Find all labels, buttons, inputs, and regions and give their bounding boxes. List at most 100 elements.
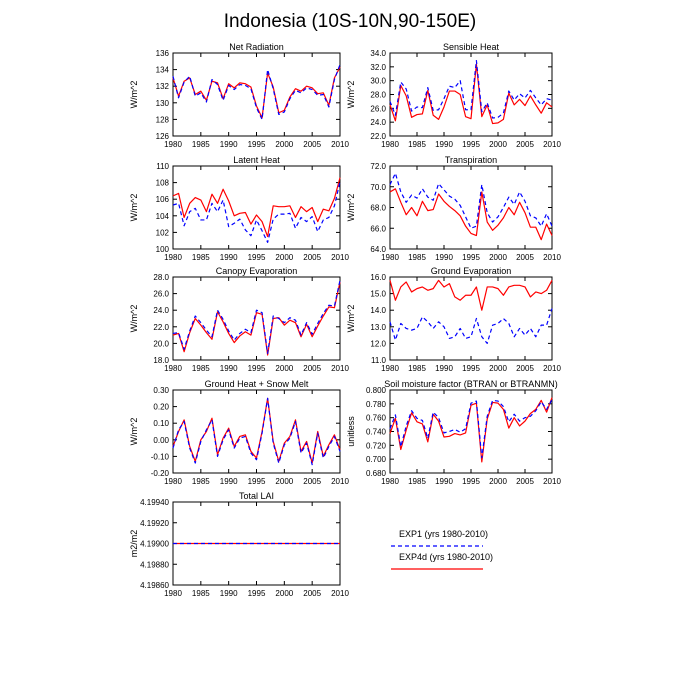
series-line-exp4d: [389, 188, 553, 241]
y-tick-label: 104: [156, 212, 170, 221]
y-tick-label: 132: [156, 82, 170, 91]
figure-title: Indonesia (10S-10N,90-150E): [224, 11, 476, 32]
y-tick-label: 12.0: [370, 339, 386, 348]
y-tick-label: 22.0: [370, 132, 386, 141]
y-tick-label: 30.0: [370, 77, 386, 86]
series-line-exp1: [172, 181, 341, 243]
y-tick-label: 13.0: [370, 323, 386, 332]
series-line-exp1: [389, 399, 553, 459]
x-tick-label: 2005: [516, 140, 534, 149]
y-tick-label: 72.0: [370, 162, 386, 171]
x-tick-label: 1995: [462, 364, 480, 373]
panel-title: Sensible Heat: [443, 42, 500, 52]
x-tick-label: 1990: [435, 477, 453, 486]
x-tick-label: 2005: [303, 364, 321, 373]
y-tick-label: 130: [156, 99, 170, 108]
series-line-exp1: [389, 172, 553, 229]
x-tick-label: 1985: [408, 364, 426, 373]
x-tick-label: 1990: [435, 140, 453, 149]
x-tick-label: 2005: [303, 477, 321, 486]
y-tick-label: 0.800: [366, 386, 387, 395]
y-tick-label: 4.19900: [140, 540, 169, 549]
y-tick-label: 0.740: [366, 428, 387, 437]
series-line-exp1: [172, 397, 341, 466]
x-tick-label: 1990: [220, 589, 238, 598]
y-axis-label: W/m^2: [129, 305, 139, 333]
y-axis-label: W/m^2: [129, 194, 139, 222]
chart-panel: Canopy Evaporation W/m^2 1980 1985 1990 1995 2…: [129, 266, 349, 373]
series-line-exp1: [389, 308, 553, 344]
y-axis-label: unitless: [346, 416, 356, 447]
y-tick-label: 18.0: [153, 356, 169, 365]
legend-entry: EXP4d (yrs 1980-2010): [391, 552, 493, 570]
y-tick-label: -0.20: [151, 469, 170, 478]
y-tick-label: 14.0: [370, 306, 386, 315]
legend-entry: EXP1 (yrs 1980-2010): [391, 529, 488, 547]
x-tick-label: 1995: [248, 364, 266, 373]
y-tick-label: 0.720: [366, 441, 387, 450]
legend-label: EXP4d (yrs 1980-2010): [399, 552, 493, 562]
y-tick-label: 28.0: [370, 91, 386, 100]
panel-title: Total LAI: [239, 491, 274, 501]
x-tick-label: 2010: [331, 364, 349, 373]
x-tick-label: 1980: [164, 364, 182, 373]
panel-title: Canopy Evaporation: [216, 266, 298, 276]
y-tick-label: 134: [156, 66, 170, 75]
x-tick-label: 2000: [275, 364, 293, 373]
chart-panel: Latent Heat W/m^2 1980 1985 1990 1995 2000 2005…: [129, 155, 349, 262]
series-line-exp4d: [389, 279, 553, 311]
y-tick-label: 0.30: [153, 386, 169, 395]
x-tick-label: 1985: [192, 589, 210, 598]
x-tick-label: 2005: [516, 477, 534, 486]
y-tick-label: 4.19940: [140, 498, 169, 507]
y-tick-label: 0.780: [366, 400, 387, 409]
x-tick-label: 2005: [303, 253, 321, 262]
x-tick-label: 2005: [516, 253, 534, 262]
y-tick-label: 70.0: [370, 183, 386, 192]
x-tick-label: 1995: [462, 477, 480, 486]
y-axis-label: W/m^2: [129, 418, 139, 446]
y-tick-label: 66.0: [370, 224, 386, 233]
y-tick-label: 32.0: [370, 63, 386, 72]
x-tick-label: 1980: [381, 253, 399, 262]
x-tick-label: 1995: [248, 477, 266, 486]
y-tick-label: 68.0: [370, 204, 386, 213]
y-axis-label: W/m^2: [129, 81, 139, 109]
y-tick-label: 0.10: [153, 419, 169, 428]
x-tick-label: 1990: [220, 140, 238, 149]
y-tick-label: 24.0: [153, 306, 169, 315]
y-tick-label: 0.680: [366, 469, 387, 478]
y-tick-label: 100: [156, 245, 170, 254]
y-tick-label: 108: [156, 179, 170, 188]
y-tick-label: 136: [156, 49, 170, 58]
y-tick-label: 4.19880: [140, 560, 169, 569]
plot-frame: [389, 276, 553, 361]
y-tick-label: 126: [156, 132, 170, 141]
series-line-exp4d: [172, 177, 341, 238]
y-tick-label: 128: [156, 115, 170, 124]
y-tick-label: 34.0: [370, 49, 386, 58]
x-tick-label: 2005: [516, 364, 534, 373]
x-tick-label: 1990: [435, 253, 453, 262]
y-tick-label: 0.760: [366, 414, 387, 423]
x-tick-label: 1995: [248, 140, 266, 149]
y-tick-label: 64.0: [370, 245, 386, 254]
x-tick-label: 2005: [303, 589, 321, 598]
y-tick-label: 102: [156, 228, 170, 237]
series-line-exp1: [389, 60, 553, 119]
series-line-exp4d: [172, 281, 341, 356]
series-line-exp1: [172, 280, 341, 354]
x-tick-label: 2000: [275, 253, 293, 262]
x-tick-label: 1980: [381, 477, 399, 486]
chart-panel: Soil moisture factor (BTRAN or BTRANMN) u…: [346, 379, 561, 486]
x-tick-label: 2010: [331, 589, 349, 598]
x-tick-label: 2000: [489, 477, 507, 486]
plot-frame: [172, 276, 341, 361]
y-tick-label: 110: [156, 162, 169, 171]
plot-frame: [172, 389, 341, 474]
x-tick-label: 1990: [220, 477, 238, 486]
panel-title: Ground Evaporation: [431, 266, 512, 276]
plot-frame: [389, 389, 553, 474]
y-axis-label: W/m^2: [346, 81, 356, 109]
